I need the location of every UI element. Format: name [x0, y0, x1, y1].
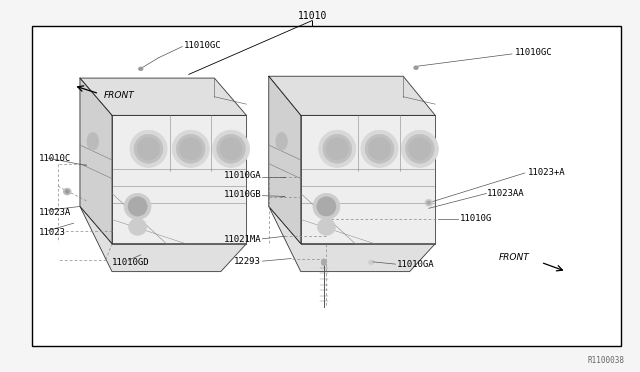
Ellipse shape — [369, 260, 374, 264]
Ellipse shape — [406, 134, 434, 163]
Bar — [32, 26, 621, 346]
Polygon shape — [269, 76, 301, 244]
Ellipse shape — [134, 134, 163, 163]
Text: 11010C: 11010C — [38, 154, 70, 163]
Ellipse shape — [172, 130, 209, 167]
Polygon shape — [269, 206, 435, 272]
Ellipse shape — [139, 67, 143, 71]
Ellipse shape — [63, 188, 71, 195]
Ellipse shape — [130, 130, 167, 167]
Ellipse shape — [369, 138, 390, 160]
Polygon shape — [80, 78, 246, 115]
Text: 11021MA: 11021MA — [223, 235, 261, 244]
Polygon shape — [80, 206, 246, 272]
Ellipse shape — [425, 199, 433, 206]
Text: 11010G: 11010G — [460, 214, 492, 223]
Ellipse shape — [317, 197, 336, 216]
Ellipse shape — [413, 66, 419, 70]
Ellipse shape — [401, 130, 438, 167]
Ellipse shape — [124, 193, 151, 219]
Ellipse shape — [317, 218, 335, 235]
Ellipse shape — [426, 201, 431, 205]
Ellipse shape — [276, 132, 287, 150]
Text: 11010GB: 11010GB — [223, 190, 261, 199]
Text: 11010GA: 11010GA — [223, 171, 261, 180]
Ellipse shape — [179, 138, 202, 160]
Text: 12293: 12293 — [234, 257, 261, 266]
Text: 11023: 11023 — [38, 228, 65, 237]
Text: 11023A: 11023A — [38, 208, 70, 217]
Text: 11010GC: 11010GC — [515, 48, 553, 57]
Ellipse shape — [319, 130, 356, 167]
Text: 11010GA: 11010GA — [397, 260, 435, 269]
Text: 11023AA: 11023AA — [486, 189, 524, 198]
Polygon shape — [80, 78, 112, 244]
Ellipse shape — [138, 138, 160, 160]
Ellipse shape — [87, 132, 99, 150]
Ellipse shape — [326, 138, 349, 160]
Ellipse shape — [177, 134, 205, 163]
Text: R1100038: R1100038 — [587, 356, 624, 365]
Ellipse shape — [408, 138, 431, 160]
Ellipse shape — [65, 190, 69, 193]
Ellipse shape — [365, 134, 394, 163]
Ellipse shape — [323, 134, 352, 163]
Ellipse shape — [313, 193, 340, 219]
Ellipse shape — [321, 259, 326, 266]
Ellipse shape — [128, 197, 147, 216]
Text: FRONT: FRONT — [104, 92, 134, 100]
Ellipse shape — [323, 217, 330, 222]
Text: FRONT: FRONT — [499, 253, 530, 262]
Text: 11023+A: 11023+A — [528, 169, 566, 177]
Text: 11010GC: 11010GC — [184, 41, 222, 50]
Text: 11010: 11010 — [298, 11, 327, 20]
Polygon shape — [112, 115, 246, 244]
Ellipse shape — [216, 134, 246, 163]
Ellipse shape — [220, 138, 243, 160]
Ellipse shape — [361, 130, 398, 167]
Polygon shape — [269, 76, 435, 115]
Polygon shape — [301, 115, 435, 244]
Text: 11010GD: 11010GD — [112, 258, 150, 267]
Ellipse shape — [212, 130, 250, 167]
Ellipse shape — [129, 218, 147, 235]
